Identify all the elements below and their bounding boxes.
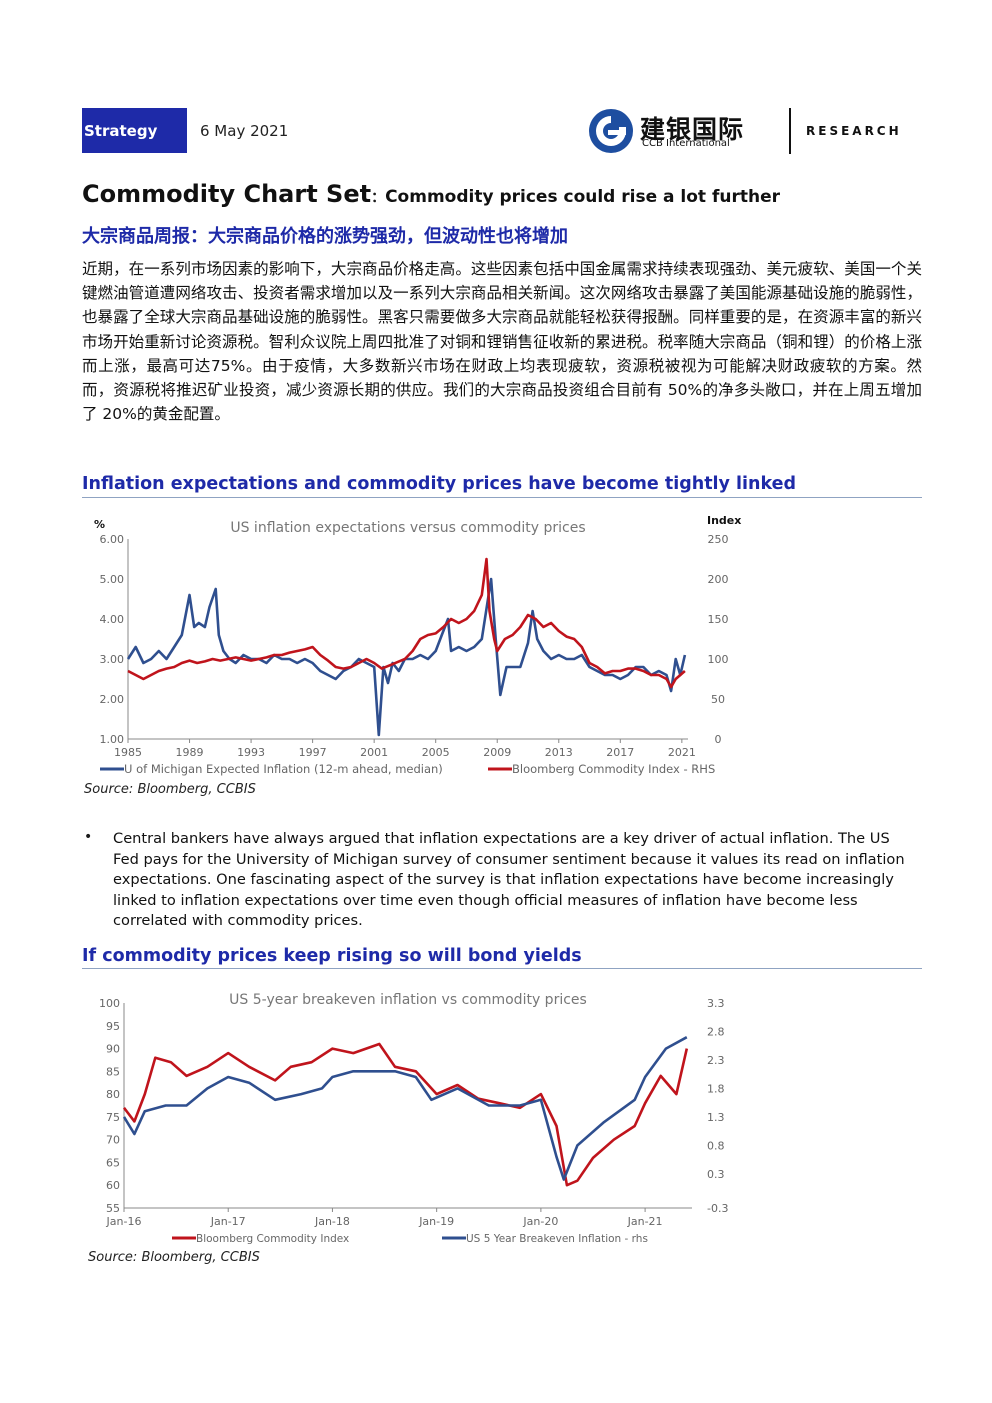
x-tick-label: Jan-17 (210, 1215, 246, 1228)
y-tick-label: 85 (106, 1065, 120, 1078)
y-tick-label: 70 (106, 1134, 120, 1147)
x-tick-label: Jan-16 (106, 1215, 142, 1228)
x-tick-label: Jan-18 (314, 1215, 350, 1228)
header-divider (789, 108, 791, 154)
y2-tick-label: 0.8 (707, 1139, 725, 1152)
x-tick-label: 2017 (606, 746, 634, 759)
title-main: Commodity Chart Set (82, 180, 372, 208)
chart-inflation-vs-commodity: US inflation expectations versus commodi… (94, 514, 741, 776)
title-colon: ： (371, 190, 386, 206)
x-tick-label: 2005 (422, 746, 450, 759)
y-tick-label: 55 (106, 1202, 120, 1215)
chart-title: US 5-year breakeven inflation vs commodi… (229, 992, 587, 1008)
research-label: RESEARCH (806, 124, 902, 138)
y2-tick-label: 150 (708, 613, 729, 626)
ccb-logo-icon (589, 109, 633, 153)
y-tick-label: 65 (106, 1156, 120, 1169)
x-tick-label: 1993 (237, 746, 265, 759)
y-tick-label: 2.00 (100, 693, 125, 706)
y-tick-label: 1.00 (100, 733, 125, 746)
legend-label-2: US 5 Year Breakeven Inflation - rhs (466, 1233, 648, 1245)
series-line-1 (122, 1042, 689, 1187)
summary-paragraph: 近期，在一系列市场因素的影响下，大宗商品价格走高。这些因素包括中国金属需求持续表… (82, 260, 922, 424)
ccb-logo: 建银国际 CCB International (588, 108, 788, 154)
x-tick-label: 2021 (668, 746, 696, 759)
x-tick-label: 2009 (483, 746, 511, 759)
x-tick-label: Jan-20 (522, 1215, 558, 1228)
y2-tick-label: 2.3 (707, 1054, 725, 1067)
y-tick-label: 5.00 (100, 573, 125, 586)
y-tick-label: 60 (106, 1179, 120, 1192)
y2-tick-label: 100 (708, 653, 729, 666)
series-line-1 (126, 577, 687, 737)
report-date: 6 May 2021 (200, 122, 289, 140)
chart2-source: Source: Bloomberg, CCBIS (88, 1250, 260, 1265)
x-tick-label: 1985 (114, 746, 142, 759)
chart-title: US inflation expectations versus commodi… (230, 520, 585, 536)
y2-tick-label: 1.8 (707, 1082, 725, 1095)
legend-label-1: U of Michigan Expected Inflation (12-m a… (124, 762, 443, 776)
x-tick-label: Jan-19 (418, 1215, 454, 1228)
legend-label-1: Bloomberg Commodity Index (196, 1233, 349, 1245)
logo-english-name: CCB International (642, 138, 730, 149)
x-tick-label: Jan-21 (627, 1215, 663, 1228)
y2-tick-label: 2.8 (707, 1025, 725, 1038)
title-chinese: 大宗商品周报：大宗商品价格的涨势强劲，但波动性也将增加 (82, 226, 568, 247)
section-title-1: Inflation expectations and commodity pri… (82, 474, 797, 494)
y-tick-label: 3.00 (100, 653, 125, 666)
y-tick-label: 100 (99, 997, 120, 1010)
y-tick-label: 75 (106, 1111, 120, 1124)
series-line-2 (127, 557, 686, 689)
strategy-badge: Strategy (82, 108, 187, 153)
x-tick-label: 2013 (545, 746, 573, 759)
x-tick-label: 1989 (176, 746, 204, 759)
y2-axis-label: Index (707, 514, 741, 527)
series-line-2 (122, 1036, 688, 1181)
chart1-source: Source: Bloomberg, CCBIS (84, 782, 256, 797)
y2-tick-label: 3.3 (707, 997, 725, 1010)
y-tick-label: 90 (106, 1043, 120, 1056)
y2-tick-label: 1.3 (707, 1111, 725, 1124)
y-tick-label: 4.00 (100, 613, 125, 626)
y-tick-label: 95 (106, 1020, 120, 1033)
bullet-paragraph: Central bankers have always argued that … (113, 830, 905, 929)
y2-tick-label: 50 (711, 693, 725, 706)
y2-tick-label: 250 (708, 533, 729, 546)
x-tick-label: 2001 (360, 746, 388, 759)
section-rule-2 (82, 968, 922, 969)
y2-tick-label: 0 (715, 733, 722, 746)
legend-label-2: Bloomberg Commodity Index - RHS (512, 762, 715, 776)
page-title: Commodity Chart Set：Commodity prices cou… (82, 180, 780, 208)
y-axis-label: % (94, 518, 105, 531)
y2-tick-label: 0.3 (707, 1168, 725, 1181)
y-tick-label: 6.00 (100, 533, 125, 546)
chart-breakeven-vs-commodity: US 5-year breakeven inflation vs commodi… (99, 992, 728, 1245)
y2-tick-label: 200 (708, 573, 729, 586)
title-subtitle: Commodity prices could rise a lot furthe… (385, 187, 781, 207)
y2-tick-label: -0.3 (707, 1202, 728, 1215)
logo-chinese-name: 建银国际 (640, 115, 745, 144)
bullet-symbol: • (84, 829, 93, 845)
section-title-2: If commodity prices keep rising so will … (82, 946, 582, 966)
y-tick-label: 80 (106, 1088, 120, 1101)
x-tick-label: 1997 (299, 746, 327, 759)
section-rule-1 (82, 497, 922, 498)
